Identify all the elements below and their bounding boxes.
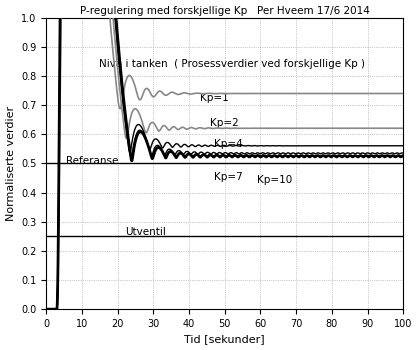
Title: P-regulering med forskjellige Kp   Per Hveem 17/6 2014: P-regulering med forskjellige Kp Per Hve…	[80, 6, 370, 15]
Text: Kp=4: Kp=4	[214, 139, 243, 149]
Text: Kp=7: Kp=7	[214, 173, 243, 182]
Text: Nivå i tanken  ( Prosessverdier ved forskjellige Kp ): Nivå i tanken ( Prosessverdier ved forsk…	[99, 57, 365, 69]
Text: Utventil: Utventil	[125, 227, 166, 237]
X-axis label: Tid [sekunder]: Tid [sekunder]	[184, 335, 265, 344]
Text: Referanse: Referanse	[66, 156, 118, 166]
Text: Kp=1: Kp=1	[200, 93, 229, 103]
Text: Kp=10: Kp=10	[257, 175, 292, 185]
Text: Kp=2: Kp=2	[210, 118, 239, 128]
Y-axis label: Normaliserte verdier: Normaliserte verdier	[5, 106, 15, 221]
